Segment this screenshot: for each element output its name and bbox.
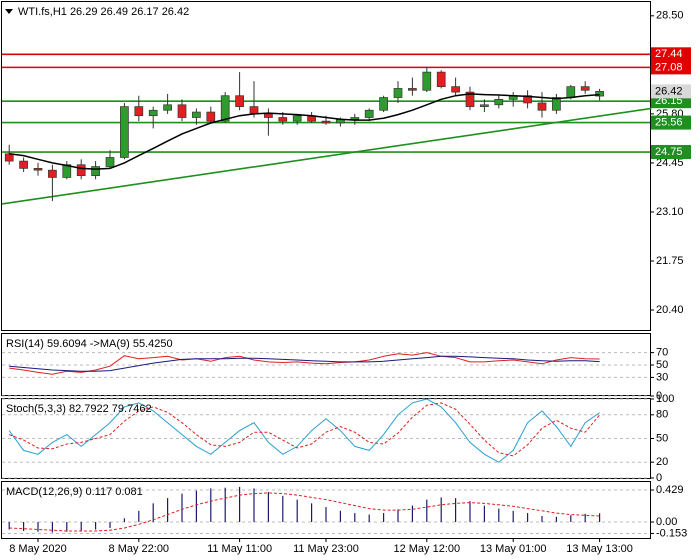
x-tick-label: 11 May 23:00 <box>293 543 359 555</box>
indicator-line <box>8 398 600 463</box>
candle-body <box>580 86 590 91</box>
level-label: 27.08 <box>655 61 683 73</box>
candle-body <box>364 109 374 118</box>
candle-body <box>220 95 230 122</box>
y-tick-label: 0 <box>656 390 662 402</box>
price-label: 26.42 <box>655 85 683 97</box>
y-tick-label: 0 <box>656 472 662 484</box>
level-label-box <box>651 115 691 130</box>
y-tick-label: 28.50 <box>656 10 684 22</box>
indicator-line <box>9 402 600 457</box>
candle-body <box>33 168 43 171</box>
x-tick-label: 13 May 13:00 <box>566 543 633 555</box>
price-label-box <box>651 84 691 99</box>
candle-body <box>264 113 273 118</box>
candle-body <box>393 88 403 98</box>
x-tick-label: 11 May 11:00 <box>207 543 272 555</box>
level-label: 27.44 <box>655 48 683 60</box>
y-tick-label: 21.75 <box>656 255 684 267</box>
level-label-box <box>651 60 691 75</box>
candle-body <box>292 115 302 122</box>
candle-body <box>62 164 72 178</box>
candle-body <box>494 98 504 106</box>
candle-body <box>408 88 417 91</box>
candle-body <box>105 157 115 167</box>
x-tick-label: 12 May 12:00 <box>393 543 460 555</box>
candle-body <box>76 164 86 176</box>
candle-body <box>148 109 158 117</box>
y-tick-label: 100 <box>656 393 674 405</box>
candle-body <box>379 97 388 111</box>
candle-body <box>249 106 259 115</box>
candle-body <box>163 104 172 111</box>
candle-body <box>120 106 129 158</box>
candle-body <box>321 120 331 124</box>
y-tick-label: 80 <box>656 409 668 421</box>
panel-title: MACD(12,26,9) 0.117 0.081 <box>6 486 143 498</box>
candle-body <box>537 102 547 111</box>
x-tick-label: 8 May 2020 <box>9 543 66 555</box>
moving-average <box>9 93 600 170</box>
candle-body <box>206 111 216 122</box>
level-label: 24.75 <box>655 146 683 158</box>
candle-body <box>4 153 14 162</box>
y-tick-label: 0.429 <box>656 484 684 496</box>
indicator-line <box>9 352 600 375</box>
x-tick-label: 13 May 01:00 <box>480 543 547 555</box>
candle-body <box>192 111 201 118</box>
y-tick-label: 0.00 <box>656 516 677 528</box>
signal-line <box>9 492 600 532</box>
candle-body <box>278 117 288 122</box>
candle-body <box>465 91 475 107</box>
y-tick-label: 20 <box>656 456 668 468</box>
candle-body <box>422 71 432 91</box>
candle-body <box>480 104 489 107</box>
y-tick-label: 50 <box>656 359 668 371</box>
y-tick-label: 20.40 <box>656 304 684 316</box>
candle-body <box>436 71 446 87</box>
main-panel-frame <box>1 1 651 331</box>
dropdown-icon <box>5 9 13 14</box>
candle-body <box>48 169 57 178</box>
panel-title: Stoch(5,3,3) 82.7922 79.7462 <box>6 403 152 415</box>
candle-body <box>552 97 561 111</box>
panel-title: RSI(14) 59.6094 ->MA(9) 55.4250 <box>6 338 173 350</box>
y-tick-label: 50 <box>656 432 668 444</box>
trendline <box>1 107 652 205</box>
level-label: 25.56 <box>655 116 683 128</box>
candle-body <box>566 86 576 98</box>
level-label-box <box>651 47 691 62</box>
y-tick-label: 24.45 <box>656 157 684 169</box>
candle-body <box>235 95 244 107</box>
candle-body <box>134 106 144 117</box>
candle-body <box>350 117 360 120</box>
y-tick-label: 23.10 <box>656 206 684 218</box>
y-tick-label: -0.153 <box>656 527 687 539</box>
y-tick-label: 30 <box>656 371 668 383</box>
panel-title: WTI.fs,H1 26.29 26.49 26.17 26.42 <box>18 6 189 18</box>
candle-body <box>177 104 187 118</box>
candle-body <box>595 91 604 97</box>
y-tick-label: 70 <box>656 347 668 359</box>
x-tick-label: 8 May 22:00 <box>109 543 170 555</box>
candle-body <box>91 166 100 176</box>
indicator-line <box>9 355 600 372</box>
candle-body <box>451 86 460 93</box>
candle-body <box>19 160 28 169</box>
level-label-box <box>651 145 691 160</box>
